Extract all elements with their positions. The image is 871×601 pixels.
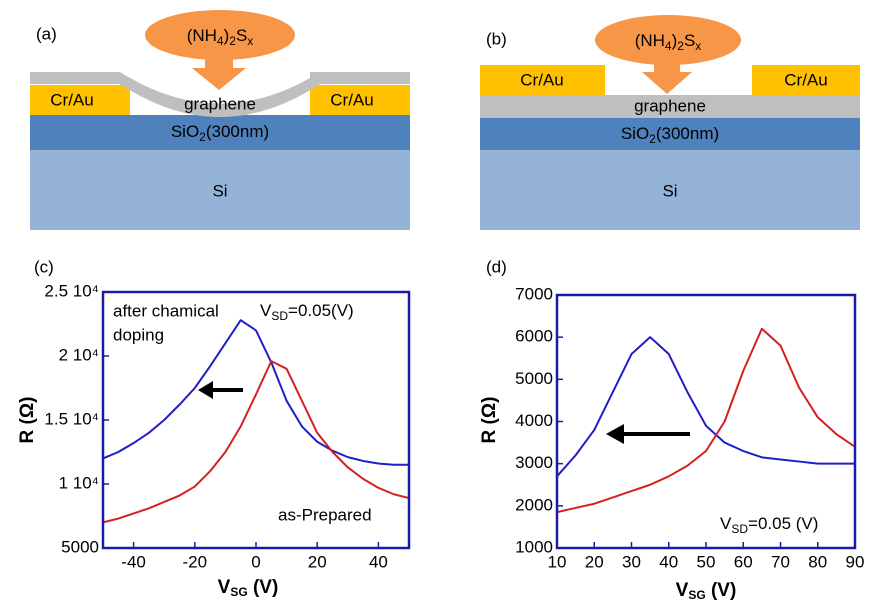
panel-label: (c)	[34, 257, 54, 276]
y-tick-label: 1.5 10⁴	[44, 409, 99, 428]
reagent: (NH4)2Sx	[187, 26, 254, 48]
x-tick-label: -20	[183, 552, 208, 571]
x-tick-label: -40	[121, 552, 146, 571]
shift-arrow	[198, 381, 213, 399]
shift-arrow	[606, 424, 624, 444]
x-tick-label: 50	[697, 552, 716, 571]
y-tick-label: 2000	[515, 495, 553, 514]
annotation: as-Prepared	[278, 505, 372, 524]
x-tick-label: 70	[771, 552, 790, 571]
contact-label: Cr/Au	[330, 90, 373, 109]
panel-label: (d)	[486, 257, 507, 276]
y-tick-label: 3000	[515, 453, 553, 472]
x-tick-label: 40	[369, 552, 388, 571]
contact	[310, 85, 410, 115]
substrate-label: Si	[662, 181, 677, 200]
panel-label: (b)	[486, 29, 507, 48]
diagram-b: (b) (NH4)2Sx Cr/Au Cr/Au graphene SiO2(3…	[480, 15, 860, 230]
annotation: after chamical	[113, 301, 219, 320]
series-line	[556, 336, 855, 477]
y-tick-label: 1000	[515, 537, 553, 556]
substrate	[480, 150, 860, 230]
y-tick-label: 4000	[515, 411, 553, 430]
oxide	[30, 115, 410, 150]
x-tick-label: 40	[659, 552, 678, 571]
x-axis-label: VSG (V)	[218, 577, 279, 599]
arrow	[642, 72, 692, 94]
plot-frame	[101, 290, 411, 550]
x-tick-label: 60	[734, 552, 753, 571]
annotation: VSD=0.05 (V)	[720, 514, 818, 536]
y-axis-label: R (Ω)	[479, 397, 500, 444]
y-axis-label: R (Ω)	[17, 397, 38, 444]
x-tick-label: 90	[846, 552, 865, 571]
x-tick-label: 20	[585, 552, 604, 571]
oxide-label: SiO2(300nm)	[171, 122, 269, 144]
y-tick-label: 2 10⁴	[59, 345, 99, 364]
y-tick-label: 5000	[61, 537, 99, 556]
contact	[30, 85, 130, 115]
oxide-label: SiO2(300nm)	[621, 124, 719, 146]
contact-label: Cr/Au	[50, 90, 93, 109]
series-line	[102, 360, 410, 524]
substrate	[30, 150, 410, 230]
y-tick-label: 1 10⁴	[59, 473, 99, 492]
y-tick-label: 7000	[515, 284, 553, 303]
contact-label: Cr/Au	[520, 70, 563, 89]
channel-label: graphene	[634, 96, 706, 115]
x-tick-label: 0	[251, 552, 260, 571]
y-tick-label: 6000	[515, 327, 553, 346]
x-tick-label: 80	[808, 552, 827, 571]
channel-label: graphene	[184, 94, 256, 113]
x-tick-label: 20	[308, 552, 327, 571]
oxide	[480, 118, 860, 150]
graphene-layer	[480, 95, 860, 118]
x-tick-label: 10	[548, 552, 567, 571]
diagram-a: (a) (NH4)2Sx Cr/Au Cr/Au graphene SiO2(3…	[30, 10, 410, 230]
contact-label: Cr/Au	[784, 70, 827, 89]
annotation: VSD=0.05(V)	[260, 301, 354, 323]
bubble	[145, 10, 295, 60]
arrow	[192, 68, 246, 90]
series-line	[102, 319, 409, 466]
y-tick-label: 5000	[515, 369, 553, 388]
annotation: doping	[113, 325, 164, 344]
contact	[480, 65, 605, 95]
panel-label: (a)	[36, 24, 57, 43]
reagent: (NH4)2Sx	[635, 31, 702, 53]
x-tick-label: 30	[622, 552, 641, 571]
series-line	[556, 327, 856, 514]
plot-frame	[555, 293, 857, 550]
x-axis-label: VSG (V)	[676, 580, 737, 601]
contact	[752, 65, 860, 95]
y-tick-label: 2.5 10⁴	[44, 281, 99, 300]
substrate-label: Si	[212, 181, 227, 200]
graphene-layer	[120, 72, 320, 117]
bubble	[595, 15, 741, 65]
